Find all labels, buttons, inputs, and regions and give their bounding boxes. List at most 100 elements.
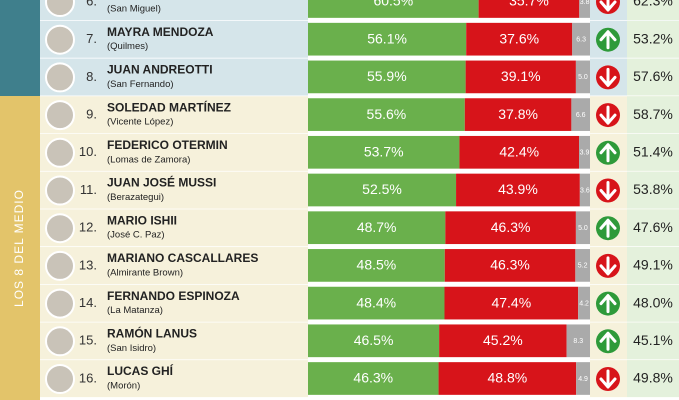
approve-bar [308, 286, 445, 320]
name: FEDERICO OTERMIN [107, 138, 228, 152]
photo [45, 175, 75, 206]
rank: 13. [79, 257, 97, 272]
ns-label: 5.0 [578, 74, 588, 81]
approve-bar [308, 211, 446, 245]
disapprove-bar [478, 0, 580, 18]
prev-cell [627, 360, 679, 398]
photo [45, 326, 75, 357]
disapprove-bar [439, 324, 567, 358]
section-label: LOS 8 DEL MEDIO [12, 189, 26, 307]
disapprove-bar [438, 362, 577, 395]
district: (Morón) [107, 381, 140, 392]
rank: 10. [79, 144, 97, 159]
ns-label: 3.8 [580, 0, 590, 6]
district: (San Miguel) [107, 4, 161, 15]
disapprove-bar [466, 22, 573, 56]
approve-bar [308, 362, 439, 395]
trend-arrow [599, 369, 617, 389]
disapprove-bar [459, 135, 580, 169]
approve-label: 53.7% [364, 144, 404, 160]
photo [45, 364, 75, 394]
ns-bar [566, 324, 590, 358]
prev-cell [627, 247, 679, 285]
district: (Quilmes) [107, 41, 148, 52]
rank: 8. [86, 69, 97, 84]
rank: 14. [79, 295, 97, 310]
ns-bar [579, 0, 590, 18]
prev-cell [627, 284, 679, 323]
district: (Almirante Brown) [107, 267, 183, 278]
approve-label: 46.5% [354, 332, 394, 348]
approve-label: 56.1% [367, 30, 407, 46]
previous: 45.1% [633, 332, 673, 348]
approve-bar [308, 22, 467, 56]
district: (San Isidro) [107, 343, 156, 354]
photo [45, 288, 75, 319]
photo [45, 0, 75, 17]
ns-bar [575, 249, 590, 282]
disapprove-bar [444, 249, 576, 282]
trend-arrow [599, 181, 617, 200]
rank: 15. [79, 333, 97, 348]
prev-cell [627, 20, 679, 59]
prev-cell [627, 58, 679, 97]
ns-bar [578, 286, 590, 320]
name: MARIO ISHII [107, 213, 177, 227]
photo [45, 213, 75, 244]
trend-arrow [599, 331, 617, 351]
ns-label: 5.2 [578, 263, 588, 270]
trend-arrow [599, 218, 617, 238]
disapprove-label: 46.3% [491, 219, 531, 235]
approve-label: 55.6% [367, 106, 407, 122]
disapprove-label: 48.8% [488, 370, 528, 386]
previous: 49.8% [633, 370, 673, 386]
section-band [0, 96, 40, 400]
ns-bar [579, 173, 590, 207]
disapprove-label: 39.1% [501, 68, 541, 84]
prev-cell [627, 322, 679, 361]
previous: 51.4% [633, 144, 673, 160]
prev-cell [627, 96, 679, 134]
previous: 53.2% [633, 30, 673, 46]
approve-bar [308, 60, 466, 94]
disapprove-label: 46.3% [490, 257, 530, 273]
row-bg [40, 284, 308, 323]
name: JUAN ANDREOTTI [107, 63, 213, 77]
ns-label: 4.9 [578, 376, 588, 383]
photo [45, 100, 75, 131]
row-bg [40, 0, 308, 21]
approve-bar [308, 98, 465, 131]
district: (José C. Paz) [107, 230, 165, 241]
disapprove-bar [444, 286, 579, 320]
rank: 7. [86, 31, 97, 46]
name: JUAN JOSÉ MUSSI [107, 175, 216, 190]
rank: 6. [86, 0, 97, 8]
disapprove-label: 42.4% [499, 144, 539, 160]
row-bg [40, 360, 308, 398]
district: (La Matanza) [107, 305, 163, 316]
disapprove-label: 43.9% [498, 181, 538, 197]
approve-label: 48.5% [357, 257, 397, 273]
rank: 11. [80, 182, 97, 197]
photo [45, 24, 75, 55]
name: MARIANO CASCALLARES [107, 251, 258, 265]
row-bg [40, 133, 308, 172]
approve-label: 55.9% [367, 68, 407, 84]
approve-bar [308, 324, 440, 358]
disapprove-label: 47.4% [491, 294, 531, 310]
previous: 47.6% [633, 219, 673, 235]
trend-arrow [599, 30, 617, 50]
rank: 16. [79, 370, 97, 385]
approve-label: 46.3% [353, 370, 393, 386]
ns-label: 3.6 [580, 187, 590, 194]
district: (Lomas de Zamora) [107, 154, 190, 165]
district: (San Fernando) [107, 79, 174, 90]
trend-arrow [599, 143, 617, 163]
photo [45, 137, 75, 168]
ns-label: 4.2 [579, 300, 589, 307]
previous: 53.8% [633, 181, 673, 197]
disapprove-bar [464, 98, 572, 131]
ns-label: 6.3 [576, 37, 586, 44]
previous: 62.3% [633, 0, 673, 9]
